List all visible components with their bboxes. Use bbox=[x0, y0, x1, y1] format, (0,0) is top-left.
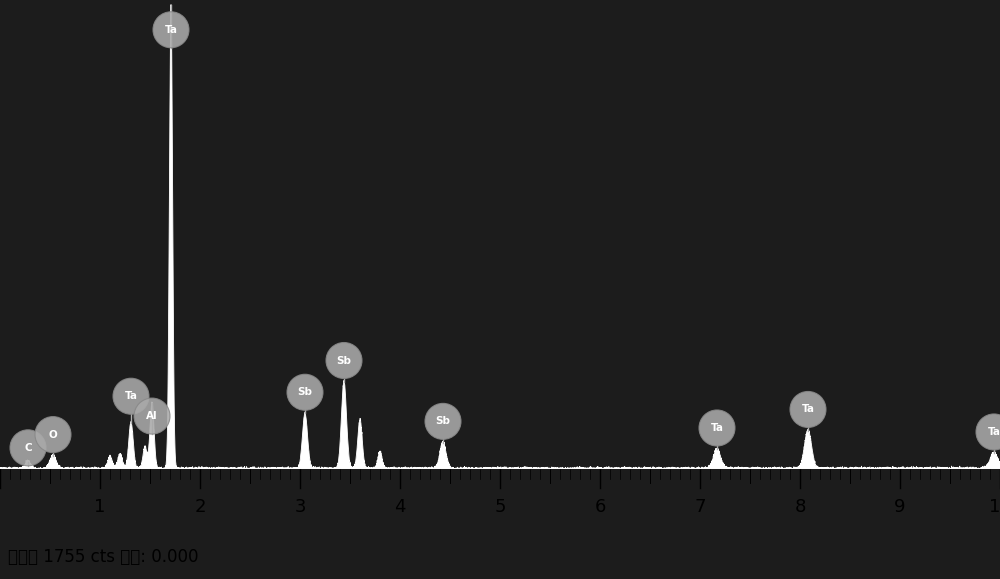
Text: 5: 5 bbox=[494, 498, 506, 516]
Ellipse shape bbox=[113, 378, 149, 414]
Ellipse shape bbox=[976, 414, 1000, 450]
Text: 6: 6 bbox=[594, 498, 606, 516]
Text: 7: 7 bbox=[694, 498, 706, 516]
Text: C: C bbox=[24, 443, 32, 453]
Text: Sb: Sb bbox=[436, 416, 450, 426]
Text: 满里程 1755 cts 光标: 0.000: 满里程 1755 cts 光标: 0.000 bbox=[8, 548, 198, 566]
Text: Sb: Sb bbox=[336, 356, 352, 365]
Text: Ta: Ta bbox=[124, 391, 138, 401]
Text: Ta: Ta bbox=[164, 25, 178, 35]
Ellipse shape bbox=[153, 12, 189, 48]
Ellipse shape bbox=[790, 391, 826, 427]
Text: Ta: Ta bbox=[710, 423, 724, 433]
Text: 9: 9 bbox=[894, 498, 906, 516]
Text: 3: 3 bbox=[294, 498, 306, 516]
Text: O: O bbox=[49, 430, 57, 439]
Text: Ta: Ta bbox=[988, 427, 1000, 437]
Text: 10: 10 bbox=[989, 498, 1000, 516]
Text: Sb: Sb bbox=[298, 387, 312, 397]
Ellipse shape bbox=[287, 374, 323, 411]
Ellipse shape bbox=[699, 410, 735, 446]
Text: Al: Al bbox=[146, 411, 158, 421]
Text: 4: 4 bbox=[394, 498, 406, 516]
Text: Ta: Ta bbox=[802, 405, 814, 415]
Ellipse shape bbox=[10, 430, 46, 466]
Ellipse shape bbox=[134, 398, 170, 434]
Ellipse shape bbox=[35, 417, 71, 453]
Text: 1: 1 bbox=[94, 498, 106, 516]
Ellipse shape bbox=[425, 404, 461, 439]
Text: 8: 8 bbox=[794, 498, 806, 516]
Text: 2: 2 bbox=[194, 498, 206, 516]
Ellipse shape bbox=[326, 343, 362, 379]
